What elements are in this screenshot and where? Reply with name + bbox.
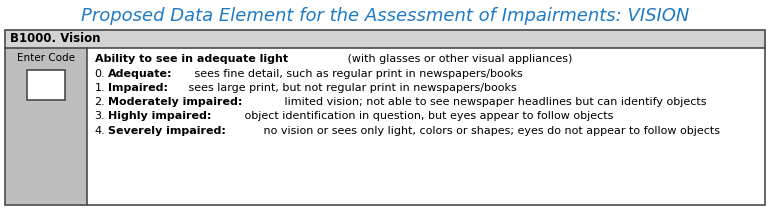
Bar — [5, 48, 87, 205]
Text: Severely impaired:: Severely impaired: — [108, 126, 226, 136]
Bar — [27, 70, 65, 100]
Text: 0.: 0. — [95, 69, 105, 79]
Text: 4.: 4. — [94, 126, 105, 136]
Text: 3.: 3. — [95, 111, 105, 121]
Text: Adequate:: Adequate: — [108, 69, 172, 79]
Bar — [5, 30, 765, 205]
Text: limited vision; not able to see newspaper headlines but can identify objects: limited vision; not able to see newspape… — [281, 97, 707, 107]
Text: Enter Code: Enter Code — [17, 53, 75, 63]
Text: B1000. Vision: B1000. Vision — [10, 32, 101, 46]
Text: sees fine detail, such as regular print in newspapers/books: sees fine detail, such as regular print … — [191, 69, 523, 79]
Text: 2.: 2. — [94, 97, 105, 107]
Text: object identification in question, but eyes appear to follow objects: object identification in question, but e… — [241, 111, 614, 121]
Text: no vision or sees only light, colors or shapes; eyes do not appear to follow obj: no vision or sees only light, colors or … — [260, 126, 720, 136]
Text: (with glasses or other visual appliances): (with glasses or other visual appliances… — [344, 54, 573, 64]
Bar — [5, 30, 765, 48]
Text: Highly impaired:: Highly impaired: — [108, 111, 212, 121]
Text: Moderately impaired:: Moderately impaired: — [108, 97, 243, 107]
Text: Impaired:: Impaired: — [108, 83, 168, 93]
Text: Proposed Data Element for the Assessment of Impairments: VISION: Proposed Data Element for the Assessment… — [81, 7, 689, 25]
Text: Ability to see in adequate light: Ability to see in adequate light — [95, 54, 288, 64]
Text: sees large print, but not regular print in newspapers/books: sees large print, but not regular print … — [186, 83, 517, 93]
Text: 1.: 1. — [95, 83, 105, 93]
